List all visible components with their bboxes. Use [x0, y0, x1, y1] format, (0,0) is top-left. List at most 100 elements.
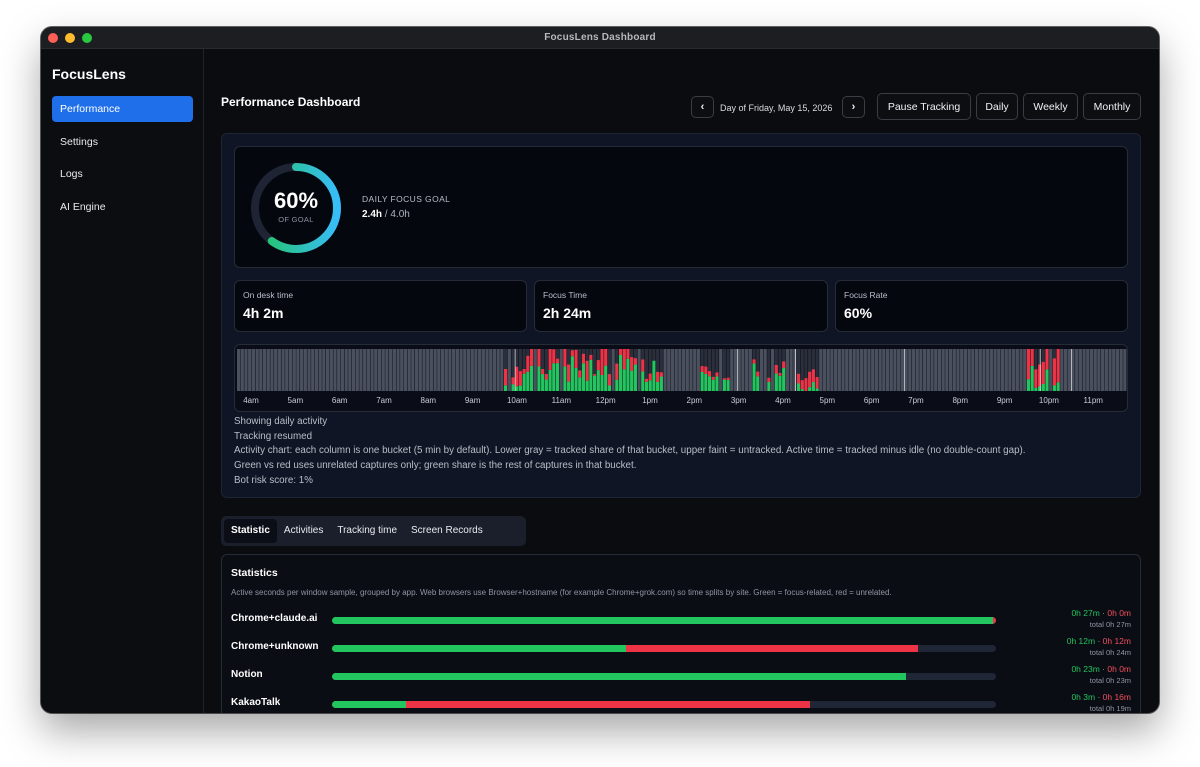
activity-bucket-tracked [867, 349, 871, 391]
minimize-window-button[interactable] [65, 33, 75, 43]
activity-bucket-tracked [637, 349, 641, 391]
activity-bucket-focus [596, 370, 600, 391]
pause-tracking-button[interactable]: Pause Tracking [877, 93, 971, 120]
activity-bucket-unrelated [726, 377, 730, 380]
activity-bucket-tracked [678, 349, 682, 391]
zoom-window-button[interactable] [82, 33, 92, 43]
main-content: Performance Dashboard ‹ Day of Friday, M… [205, 49, 1159, 713]
usage-bar-unrelated [406, 701, 811, 708]
activity-bucket-tracked [237, 349, 241, 391]
activity-bucket-tracked [292, 349, 296, 391]
bot-risk-line: Bot risk score: 1% [234, 474, 313, 486]
activity-bucket-focus [622, 369, 626, 391]
activity-bucket-tracked [300, 349, 304, 391]
activity-bucket-unrelated [767, 377, 771, 382]
activity-bucket-tracked [848, 349, 853, 391]
statistics-row[interactable]: KakaoTalk 0h 3m · 0h 16m total 0h 19m [222, 692, 1140, 713]
activity-bucket-tracked [967, 349, 971, 391]
statistics-row[interactable]: Chrome+claude.ai 0h 27m · 0h 0m total 0h 2… [222, 608, 1140, 638]
activity-bucket-tracked [878, 349, 882, 391]
activity-bucket-tracked [889, 349, 893, 391]
activity-bucket-unrelated [607, 374, 611, 386]
activity-bucket-focus [581, 363, 586, 391]
activity-bucket-focus [811, 382, 815, 391]
activity-bucket-tracked [785, 349, 789, 391]
activity-bucket-tracked [1115, 349, 1120, 391]
activity-bucket-tracked [496, 349, 500, 391]
activity-bucket-unrelated [567, 364, 571, 382]
previous-day-button[interactable]: ‹ [691, 96, 714, 118]
activity-bucket-focus [707, 376, 712, 391]
activity-bucket-tracked [919, 349, 923, 391]
activity-bucket-unrelated [796, 373, 801, 384]
tab-tracking-time[interactable]: Tracking time [337, 525, 398, 536]
activity-bucket-tracked [667, 349, 671, 391]
activity-bucket-unrelated [537, 349, 541, 367]
tab-statistic[interactable]: Statistic [224, 519, 277, 543]
goal-label: DAILY FOCUS GOAL [362, 194, 451, 204]
app-name: Notion [231, 669, 263, 680]
activity-bucket-tracked [737, 349, 741, 391]
activity-bucket-tracked [897, 349, 901, 391]
sidebar-item-performance[interactable]: Performance [52, 96, 193, 122]
activity-bucket-tracked [845, 349, 849, 391]
activity-bucket-untracked [804, 349, 808, 391]
activity-bucket-tracked [882, 349, 886, 391]
hour-tick-label: 7pm [908, 396, 924, 405]
activity-bucket-tracked [956, 349, 960, 391]
activity-bucket-untracked [707, 349, 712, 391]
metric-label: Focus Time [543, 290, 587, 300]
activity-bucket-tracked [1093, 349, 1097, 391]
activity-bucket-unrelated [800, 380, 804, 390]
goal-achieved: 2.4h [362, 209, 383, 220]
activity-bucket-tracked [1112, 349, 1116, 391]
activity-bucket-tracked [856, 349, 860, 391]
activity-bucket-tracked [1060, 349, 1064, 391]
activity-bucket-focus [552, 363, 556, 391]
activity-bucket-tracked [963, 349, 967, 391]
daily-button[interactable]: Daily [976, 93, 1018, 120]
tab-activities[interactable]: Activities [283, 525, 324, 536]
activity-bucket-tracked [682, 349, 686, 391]
activity-bucket-untracked [593, 349, 597, 391]
activity-bucket-focus [711, 379, 715, 391]
activity-bucket-tracked [448, 349, 452, 391]
activity-bucket-focus [1038, 386, 1042, 391]
close-window-button[interactable] [48, 33, 58, 43]
activity-bucket-tracked [559, 349, 563, 391]
activity-bucket-unrelated [544, 374, 548, 380]
activity-bucket-focus [1026, 379, 1031, 391]
sidebar-item-logs[interactable]: Logs [60, 168, 83, 180]
weekly-button[interactable]: Weekly [1023, 93, 1078, 120]
sidebar-item-settings[interactable]: Settings [60, 135, 98, 148]
activity-bucket-untracked [756, 349, 760, 391]
activity-bucket-focus [548, 369, 552, 391]
hour-tick-label: 9pm [996, 396, 1013, 405]
monthly-button[interactable]: Monthly [1083, 93, 1141, 120]
activity-bucket-tracked [270, 349, 274, 391]
activity-bucket-focus [715, 376, 719, 391]
next-day-button[interactable]: › [842, 96, 865, 118]
activity-bucket-tracked [485, 349, 489, 391]
activity-chart[interactable]: 4am 5am 6am 7am 8am 9am 10am 11am 12pm 1pm 2pm 3pm 4… [234, 344, 1128, 412]
activity-bucket-focus [626, 358, 630, 391]
activity-bucket-tracked [822, 349, 827, 391]
sidebar-item-ai-engine[interactable]: AI Engine [60, 200, 106, 213]
activity-bucket-untracked [644, 349, 649, 391]
activity-bucket-untracked [648, 349, 652, 391]
activity-bucket-focus [1045, 369, 1049, 391]
activity-bucket-unrelated [555, 358, 560, 364]
activity-bucket-tracked [478, 349, 482, 391]
tab-screen-records[interactable]: Screen Records [411, 525, 483, 536]
activity-bucket-unrelated [648, 373, 652, 381]
activity-bucket-focus [815, 388, 819, 391]
metric-on-desk-time: On desk time 4h 2m [234, 280, 527, 332]
activity-bucket-tracked [444, 349, 448, 391]
activity-bucket-tracked [997, 349, 1001, 391]
activity-bucket-tracked [893, 349, 897, 391]
statistics-row[interactable]: Chrome+unknown 0h 12m · 0h 12m total 0h 24… [222, 636, 1140, 666]
statistics-row[interactable]: Notion 0h 23m · 0h 0m total 0h 23m [222, 664, 1140, 694]
activity-bucket-focus [518, 385, 522, 391]
activity-bucket-tracked [745, 349, 749, 391]
hour-tick-label: 10am [506, 396, 527, 405]
